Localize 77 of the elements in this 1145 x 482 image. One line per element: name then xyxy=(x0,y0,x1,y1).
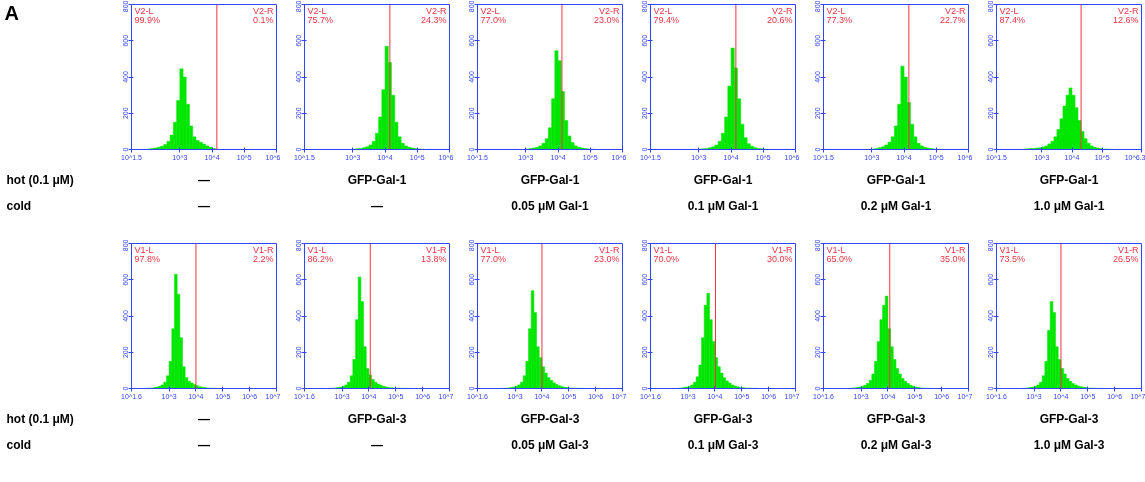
annotation: 26.5% xyxy=(1112,253,1139,264)
annotation: V2-R xyxy=(772,5,793,16)
text: GFP-Gal-3 xyxy=(347,411,407,426)
text: GFP-Gal-1 xyxy=(520,172,580,187)
annotation: V1-R xyxy=(426,244,447,255)
text: 0.05 μM Gal-3 xyxy=(511,437,590,452)
annotation: 77.3% xyxy=(826,14,853,25)
text: cold xyxy=(6,437,32,452)
annotation: V1-R xyxy=(1118,244,1139,255)
annotation: V1-R xyxy=(253,244,274,255)
text: hot (0.1 μM) xyxy=(6,411,74,426)
text: — xyxy=(371,198,383,213)
text: GFP-Gal-3 xyxy=(520,411,580,426)
annotation: 23.0% xyxy=(593,14,620,25)
annotation: V2-L xyxy=(134,5,154,16)
annotation: 73.5% xyxy=(999,253,1026,264)
annotation: V2-L xyxy=(999,5,1019,16)
text: A xyxy=(4,2,19,25)
text: — xyxy=(371,437,383,452)
text: — xyxy=(198,411,210,426)
annotation: V1-R xyxy=(772,244,793,255)
annotation: V2-L xyxy=(307,5,327,16)
annotation: 86.2% xyxy=(307,253,334,264)
text: — xyxy=(198,437,210,452)
text: GFP-Gal-3 xyxy=(693,411,753,426)
annotation: 13.8% xyxy=(420,253,447,264)
annotation: 12.6% xyxy=(1112,14,1139,25)
annotation: 20.6% xyxy=(766,14,793,25)
text: 0.2 μM Gal-3 xyxy=(860,437,932,452)
text: 1.0 μM Gal-3 xyxy=(1033,437,1105,452)
annotation: V2-R xyxy=(1118,5,1139,16)
annotation: V2-L xyxy=(653,5,673,16)
text: hot (0.1 μM) xyxy=(6,172,74,187)
text: GFP-Gal-3 xyxy=(866,411,926,426)
annotation: 35.0% xyxy=(939,253,966,264)
annotation: V2-R xyxy=(253,5,274,16)
text: 0.1 μM Gal-3 xyxy=(687,437,759,452)
annotation: 87.4% xyxy=(999,14,1026,25)
text: cold xyxy=(6,198,32,213)
annotation: V1-L xyxy=(826,244,846,255)
text: GFP-Gal-1 xyxy=(347,172,407,187)
annotation: V1-L xyxy=(999,244,1019,255)
annotation: 77.0% xyxy=(480,14,507,25)
annotation: V1-R xyxy=(599,244,620,255)
text: 0.2 μM Gal-1 xyxy=(860,198,932,213)
annotation: V2-L xyxy=(826,5,846,16)
annotation: V1-L xyxy=(480,244,500,255)
annotation: V2-R xyxy=(426,5,447,16)
annotation: V1-L xyxy=(134,244,154,255)
annotation: 30.0% xyxy=(766,253,793,264)
annotation: V2-L xyxy=(480,5,500,16)
annotation: 99.9% xyxy=(134,14,161,25)
text: GFP-Gal-1 xyxy=(1039,172,1099,187)
annotation: 77.0% xyxy=(480,253,507,264)
annotation: V1-L xyxy=(307,244,327,255)
annotation: 79.4% xyxy=(653,14,680,25)
text: GFP-Gal-1 xyxy=(866,172,926,187)
text: GFP-Gal-3 xyxy=(1039,411,1099,426)
annotation: 0.1% xyxy=(252,14,274,25)
annotation: V2-R xyxy=(599,5,620,16)
text: 0.05 μM Gal-1 xyxy=(511,198,590,213)
annotation: 65.0% xyxy=(826,253,853,264)
annotation: V1-L xyxy=(653,244,673,255)
annotation: 22.7% xyxy=(939,14,966,25)
annotation: 97.8% xyxy=(134,253,161,264)
text: 0.1 μM Gal-1 xyxy=(687,198,759,213)
text: — xyxy=(198,172,210,187)
text: GFP-Gal-1 xyxy=(693,172,753,187)
annotation: 24.3% xyxy=(420,14,447,25)
annotation: V1-R xyxy=(945,244,966,255)
annotation: 2.2% xyxy=(252,253,274,264)
annotation: 70.0% xyxy=(653,253,680,264)
annotation: 23.0% xyxy=(593,253,620,264)
annotation: 75.7% xyxy=(307,14,334,25)
text: 1.0 μM Gal-1 xyxy=(1033,198,1105,213)
annotation: V2-R xyxy=(945,5,966,16)
text: — xyxy=(198,198,210,213)
